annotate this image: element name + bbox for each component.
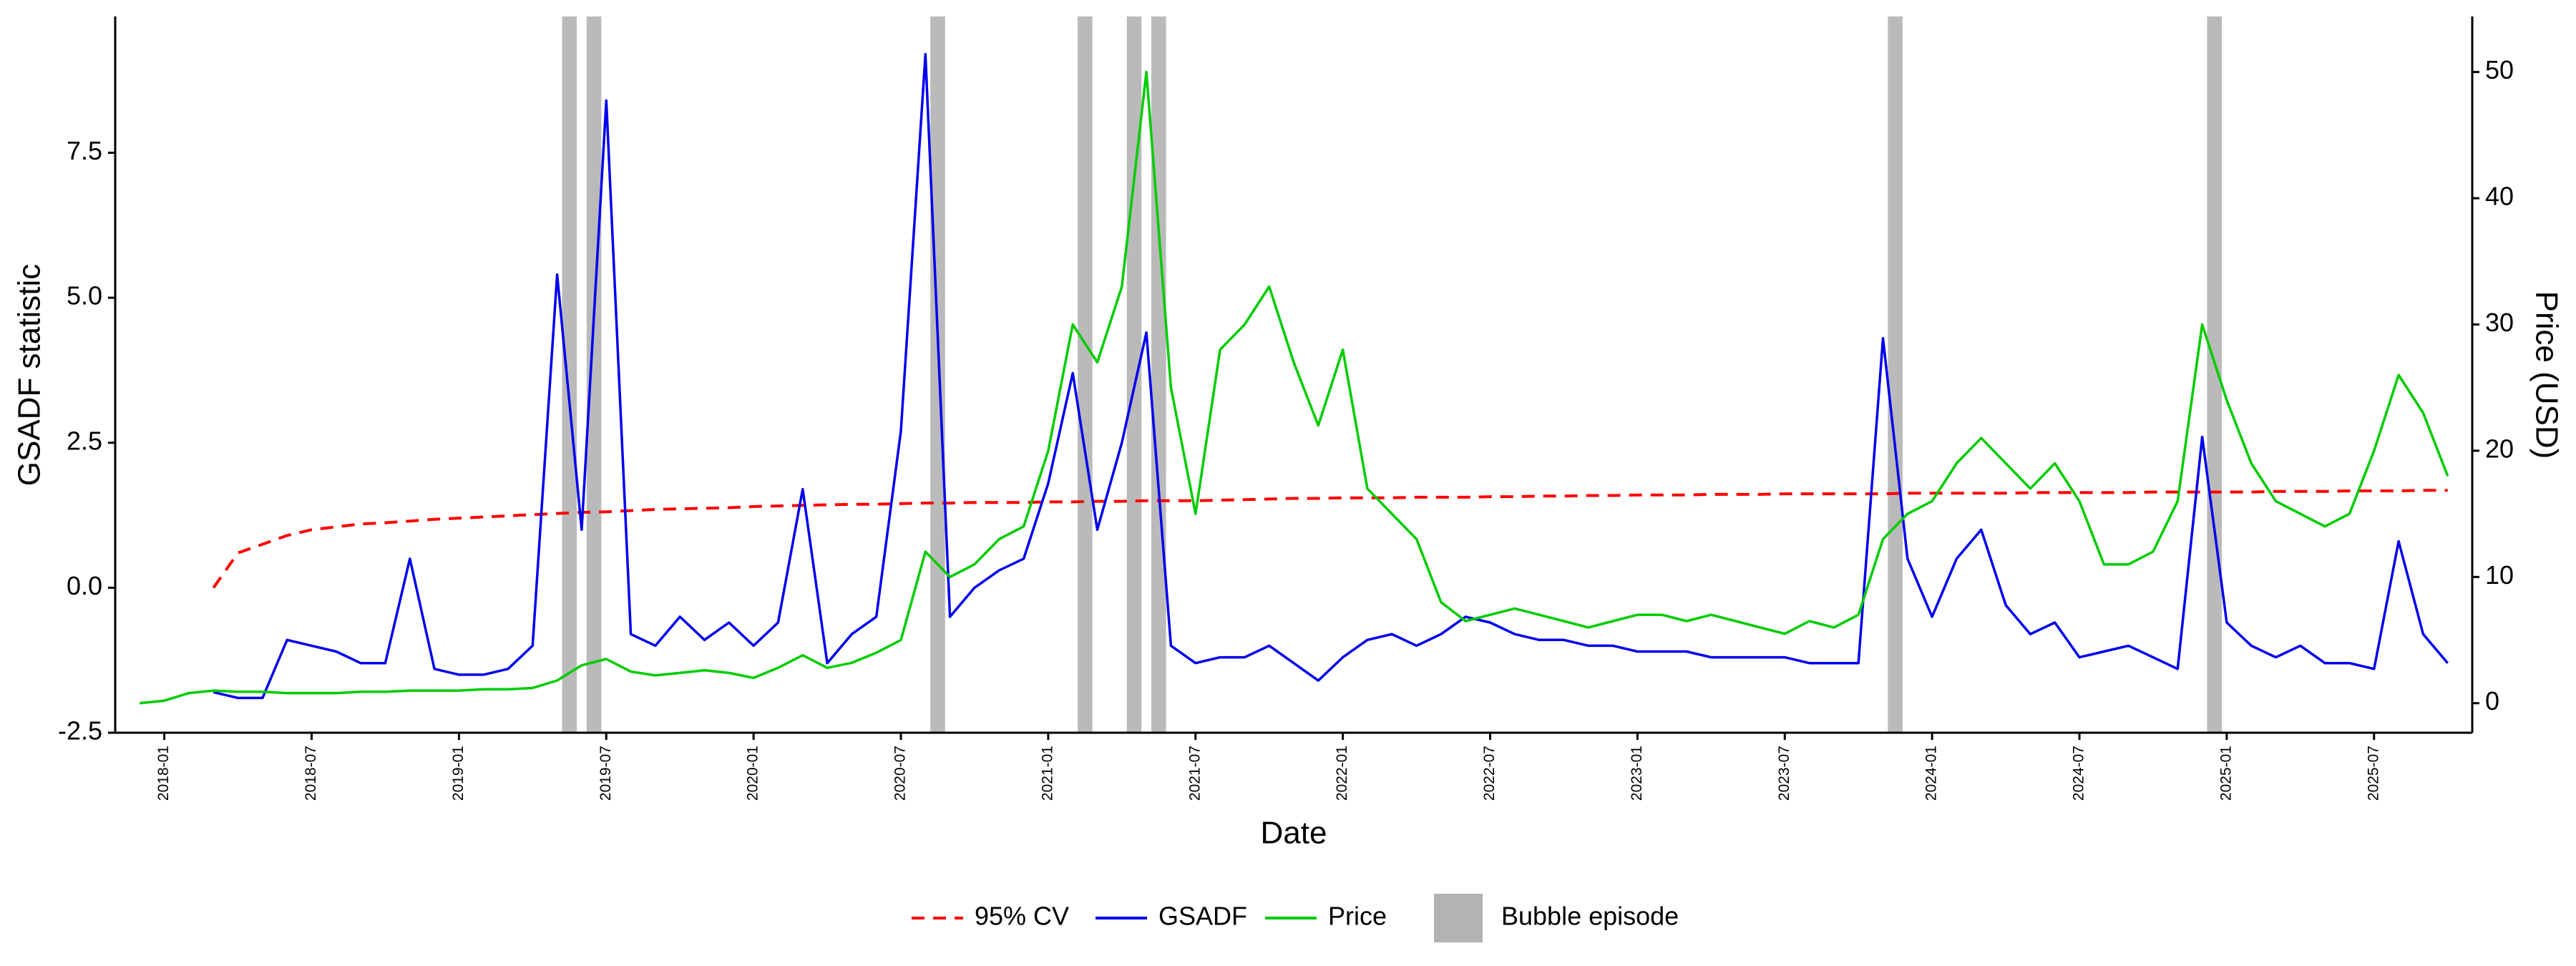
x-tick-label: 2020-01 <box>745 746 761 801</box>
legend-label: GSADF <box>1158 902 1247 931</box>
y2-tick-label: 50 <box>2485 55 2514 84</box>
x-tick-label: 2024-07 <box>2071 746 2087 801</box>
x-tick-label: 2023-07 <box>1776 746 1792 801</box>
series-line <box>212 489 2448 589</box>
y-tick-label: -2.5 <box>58 716 102 746</box>
bubble-band <box>1126 16 1142 733</box>
x-tick-label: 2019-01 <box>450 746 467 801</box>
bubble-band <box>562 16 577 733</box>
y-tick-label: 5.0 <box>67 281 102 311</box>
x-tick-label: 2021-01 <box>1039 746 1055 801</box>
y-tick-label: 7.5 <box>67 136 102 165</box>
x-tick-label: 2018-01 <box>155 746 172 801</box>
bubble-band <box>1078 16 1093 733</box>
x-tick-label: 2025-01 <box>2218 746 2234 801</box>
x-axis-title: Date <box>1261 816 1327 851</box>
y2-axis-title: Price (USD) <box>2529 291 2564 459</box>
x-tick-label: 2022-01 <box>1334 746 1350 801</box>
y-tick-label: 0.0 <box>67 571 102 600</box>
y-axis-title: GSADF statistic <box>12 264 47 487</box>
x-tick-label: 2018-07 <box>303 746 319 801</box>
bubble-band <box>1888 16 1903 733</box>
x-tick-label: 2024-01 <box>1923 746 1940 801</box>
y2-tick-label: 20 <box>2485 434 2514 463</box>
legend-key <box>1434 894 1483 942</box>
y2-tick-label: 40 <box>2485 182 2514 211</box>
x-tick-label: 2019-07 <box>597 746 614 801</box>
bubble-band <box>930 16 945 733</box>
x-tick-label: 2022-07 <box>1481 746 1498 801</box>
legend-label: 95% CV <box>975 902 1069 931</box>
x-tick-label: 2021-07 <box>1186 746 1203 801</box>
bubble-band <box>586 16 602 733</box>
y2-tick-label: 0 <box>2485 686 2499 716</box>
x-tick-label: 2020-07 <box>892 746 909 801</box>
x-tick-label: 2025-07 <box>2365 746 2381 801</box>
legend-label: Bubble episode <box>1501 902 1679 931</box>
legend-label: Price <box>1328 902 1387 931</box>
y-tick-label: 2.5 <box>67 426 102 455</box>
y2-tick-label: 30 <box>2485 308 2514 337</box>
bubble-band <box>1151 16 1166 733</box>
series-line <box>213 52 2449 700</box>
y2-tick-label: 10 <box>2485 560 2514 590</box>
series-line <box>140 70 2449 705</box>
x-tick-label: 2023-01 <box>1629 746 1645 801</box>
